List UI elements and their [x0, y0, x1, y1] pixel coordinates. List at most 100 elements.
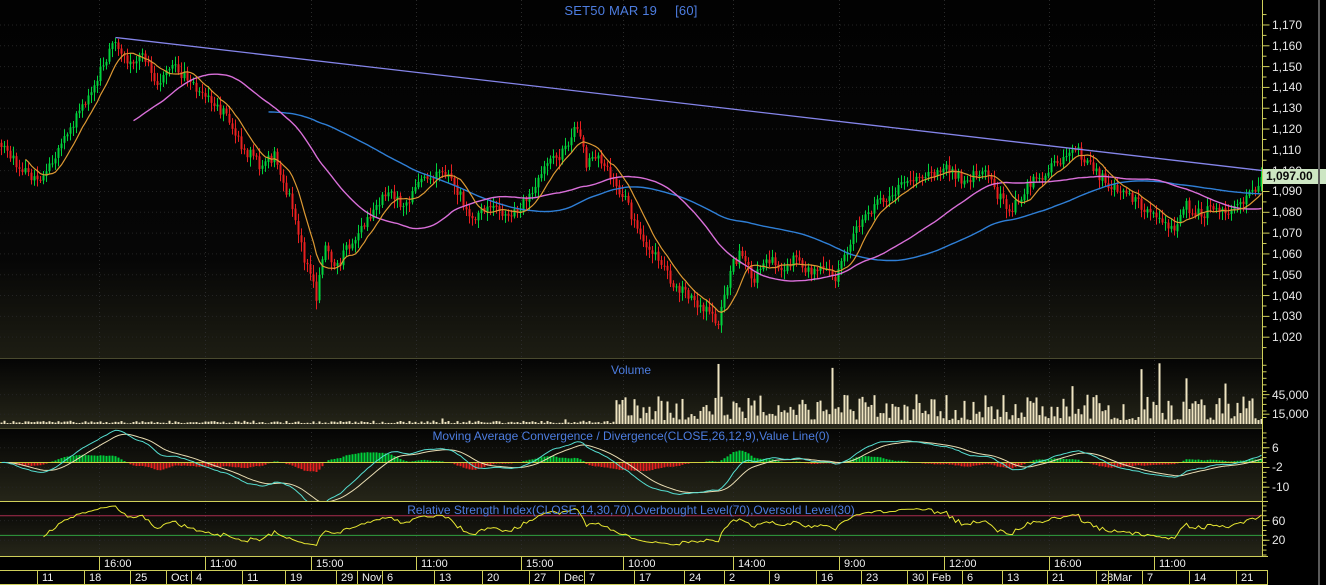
time-axis-separator	[336, 571, 337, 584]
time-axis-separator	[242, 571, 243, 584]
time-label: 10:00	[628, 558, 656, 570]
date-label: 30	[912, 572, 925, 584]
time-axis-separator	[416, 557, 417, 570]
chart-title: SET50 MAR 19 [60]	[0, 3, 1262, 18]
time-axis-separator	[1049, 557, 1050, 570]
time-axis-separator	[927, 571, 928, 584]
time-axis-separator	[521, 557, 522, 570]
time-axis[interactable]: 16:00 11:00 15:00 11:00 15:00 10:00 14:00 9:00 1…	[0, 556, 1268, 585]
time-axis-separator	[37, 571, 38, 584]
volume-series	[0, 363, 1263, 425]
date-label: 29	[341, 572, 354, 584]
time-axis-separator	[482, 571, 483, 584]
axis-tick-label: -2	[1272, 460, 1283, 475]
time-axis-separator	[1154, 557, 1155, 570]
time-axis-separator	[839, 557, 840, 570]
interval-label: [60]	[675, 3, 698, 18]
time-axis-separator	[634, 571, 635, 584]
date-label: 24	[689, 572, 702, 584]
time-axis-separator	[1189, 571, 1190, 584]
date-label: 6	[967, 572, 974, 584]
time-axis-dates-row: 11 18 25 Oct 4 11 19 29 Nov 6 13 20 27 Dec 7 17 24 2 9 16 23…	[0, 571, 1268, 585]
time-label: 9:00	[844, 558, 866, 570]
time-axis-separator	[1002, 571, 1003, 584]
axis-tick-label: 1,040	[1272, 288, 1303, 303]
axis-tick-label: -10	[1272, 480, 1290, 495]
time-axis-separator	[434, 571, 435, 584]
last-price-tag: 1,097.00	[1263, 169, 1326, 184]
time-axis-separator	[769, 571, 770, 584]
time-axis-separator	[1267, 571, 1268, 584]
time-axis-separator	[962, 571, 963, 584]
rsi-panel-title: Relative Strength Index(CLOSE,14,30,70),…	[407, 503, 855, 517]
time-axis-separator	[559, 571, 560, 584]
time-label: 15:00	[316, 558, 344, 570]
axis-tick-label: 1,080	[1272, 205, 1303, 220]
axis-tick-label: 20	[1272, 533, 1286, 548]
date-label: 4	[196, 572, 203, 584]
date-label: 7	[589, 572, 596, 584]
panel-separators	[0, 358, 1268, 502]
time-axis-separator	[907, 571, 908, 584]
axis-tick-label: 1,030	[1272, 309, 1303, 324]
axis-tick-label: 1,170	[1272, 17, 1303, 32]
window-right-edge	[1318, 0, 1320, 585]
time-label: 14:00	[738, 558, 766, 570]
time-axis-separator	[684, 571, 685, 584]
axis-tick-label: 1,050	[1272, 267, 1303, 282]
volume-panel-title: Volume	[610, 363, 652, 377]
time-label: 16:00	[1054, 558, 1082, 570]
time-axis-separator	[584, 571, 585, 584]
axis-tick-label: 1,090	[1272, 184, 1303, 199]
date-label: 13	[439, 572, 452, 584]
date-label: 21	[1241, 572, 1254, 584]
time-axis-separator	[311, 557, 312, 570]
date-label: Oct	[171, 572, 189, 584]
time-axis-separator	[861, 571, 862, 584]
time-axis-times-row: 16:00 11:00 15:00 11:00 15:00 10:00 14:00 9:00 1…	[0, 557, 1268, 571]
macd-panel-title: Moving Average Convergence / Divergence(…	[432, 429, 830, 443]
axis-tick-label: 1,130	[1272, 101, 1303, 116]
time-axis-separator	[84, 571, 85, 584]
macd-series	[0, 429, 1262, 502]
time-axis-separator	[623, 557, 624, 570]
date-label: 28	[1101, 572, 1113, 584]
time-axis-separator	[285, 571, 286, 584]
price-axis	[1262, 0, 1270, 585]
date-label: 19	[290, 572, 303, 584]
time-label: 16:00	[104, 558, 132, 570]
time-axis-separator	[1236, 571, 1237, 584]
time-label: 15:00	[526, 558, 554, 570]
time-axis-separator	[1047, 571, 1048, 584]
axis-tick-label: 1,110	[1272, 142, 1302, 157]
date-label: 27	[534, 572, 547, 584]
time-axis-separator	[816, 571, 817, 584]
time-axis-separator	[724, 571, 725, 584]
rsi-series	[0, 505, 1262, 546]
date-label: 20	[487, 572, 500, 584]
date-label: 17	[639, 572, 652, 584]
date-label: 11	[42, 572, 54, 584]
moving-averages	[25, 52, 1262, 313]
date-label: 18	[89, 572, 102, 584]
panel-backgrounds	[0, 0, 1262, 556]
time-axis-separator	[1142, 571, 1143, 584]
date-label: 7	[1147, 572, 1154, 584]
axis-tick-label: 15,000	[1272, 407, 1309, 422]
axis-tick-label: 6	[1272, 440, 1279, 455]
time-axis-separator	[357, 571, 358, 584]
date-label: 6	[387, 572, 394, 584]
axis-tick-label: 60	[1272, 513, 1286, 528]
time-axis-separator	[191, 571, 192, 584]
symbol-label: SET50 MAR 19	[564, 3, 658, 18]
time-axis-separator	[944, 557, 945, 570]
time-axis-separator	[529, 571, 530, 584]
time-axis-separator	[733, 557, 734, 570]
date-label: Feb	[932, 572, 951, 584]
date-label: Nov	[362, 572, 382, 584]
date-label: 2	[729, 572, 736, 584]
time-axis-separator	[1096, 571, 1097, 584]
date-label: 25	[135, 572, 148, 584]
